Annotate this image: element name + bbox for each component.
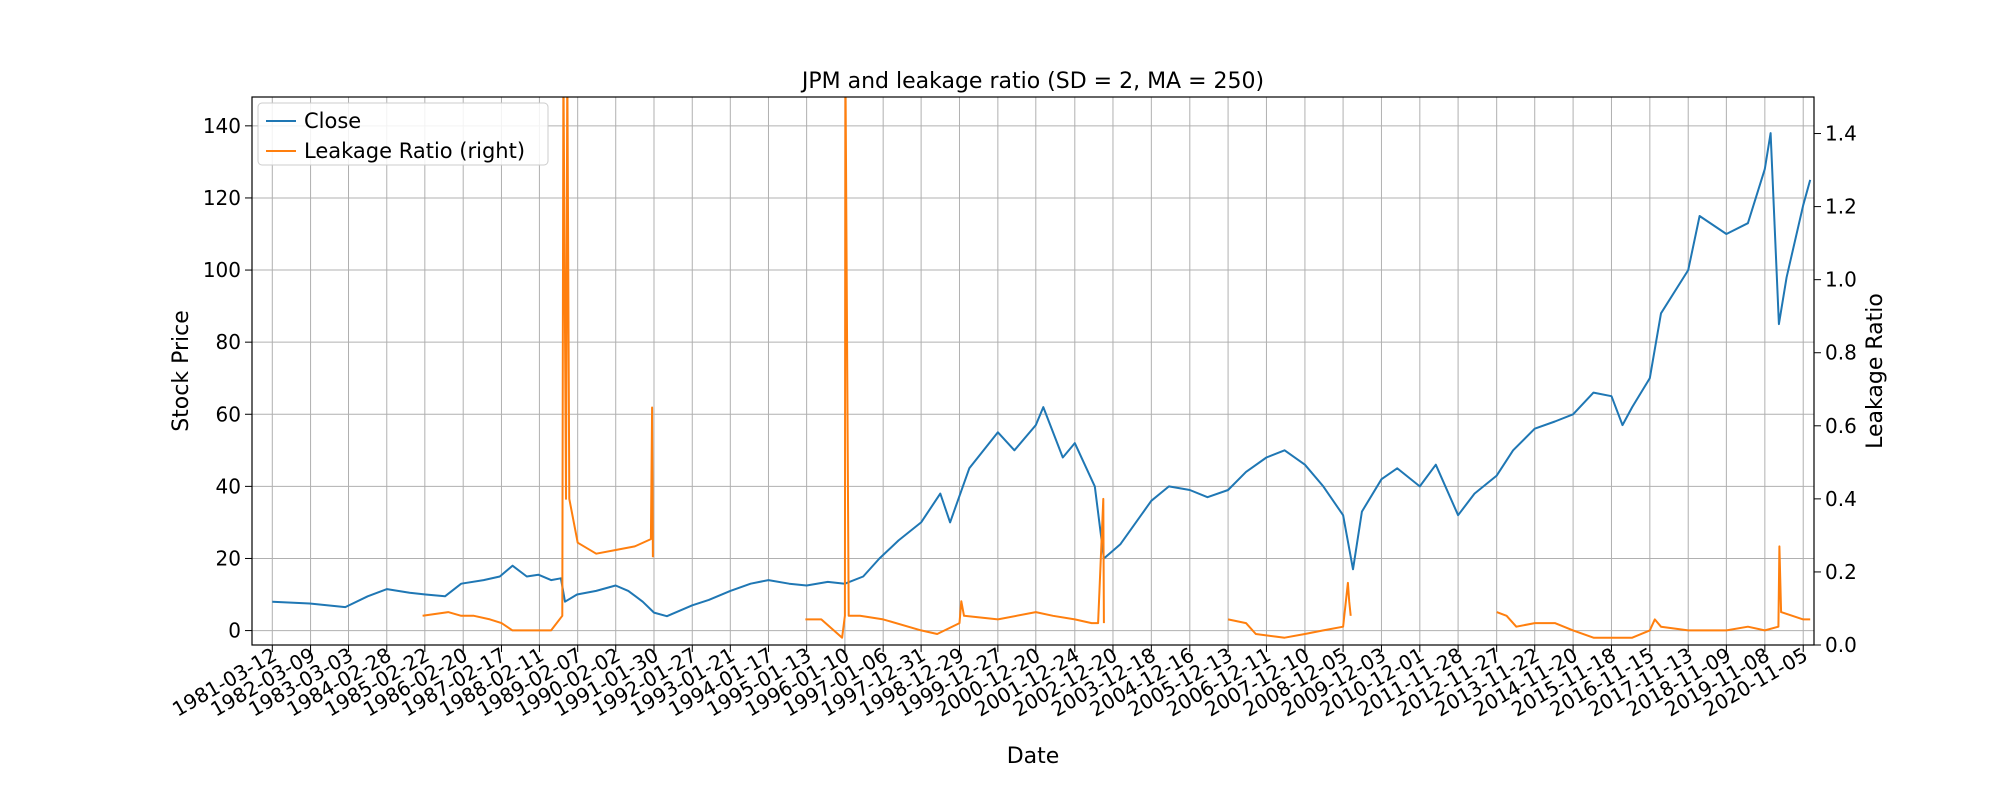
legend-label-leakage: Leakage Ratio (right): [304, 139, 525, 163]
y-tick-label: 100: [203, 258, 241, 282]
plot-area: [272, 97, 1812, 639]
chart-title: JPM and leakage ratio (SD = 2, MA = 250): [800, 69, 1264, 94]
y-tick-label: 140: [203, 114, 241, 138]
y-tick-label: 40: [216, 474, 241, 498]
y-axis-right: 0.0 0.2 0.4 0.6 0.8 1.0 1.2 1.4: [1814, 122, 1857, 657]
y-axis-label: Stock Price: [169, 310, 194, 432]
series-line-close: [272, 132, 1812, 618]
y-tick-label: 60: [216, 402, 241, 426]
series-line-leakage: [805, 97, 1105, 639]
y2-tick-label: 0.2: [1825, 560, 1857, 584]
y-tick-label: 120: [203, 186, 241, 210]
legend-box: [257, 102, 549, 166]
series-line-leakage: [1496, 545, 1811, 639]
series-line-leakage: [422, 97, 654, 632]
series-line-leakage: [1227, 581, 1352, 639]
plot-frame: [251, 96, 1815, 646]
series-lines: [272, 97, 1812, 639]
x-axis: 1981-03-121982-03-091983-03-031984-02-28…: [168, 643, 1812, 722]
legend-label-close: Close: [304, 109, 361, 133]
y2-tick-label: 1.4: [1825, 122, 1857, 146]
y2-tick-label: 0.8: [1825, 341, 1857, 365]
y-tick-label: 0: [228, 619, 241, 643]
y-axis-left: 0 20 40 60 80 100 120 140: [203, 114, 252, 643]
y2-axis-label: Leakage Ratio: [1863, 293, 1888, 449]
legend: Close Leakage Ratio (right): [257, 102, 549, 166]
y2-tick-label: 0.0: [1825, 633, 1857, 657]
y2-tick-label: 1.2: [1825, 195, 1857, 219]
y2-tick-label: 0.6: [1825, 414, 1857, 438]
y2-tick-label: 1.0: [1825, 268, 1857, 292]
y-tick-label: 80: [216, 330, 241, 354]
x-axis-label: Date: [1007, 744, 1060, 769]
y2-tick-label: 0.4: [1825, 487, 1857, 511]
y-tick-label: 20: [216, 546, 241, 570]
